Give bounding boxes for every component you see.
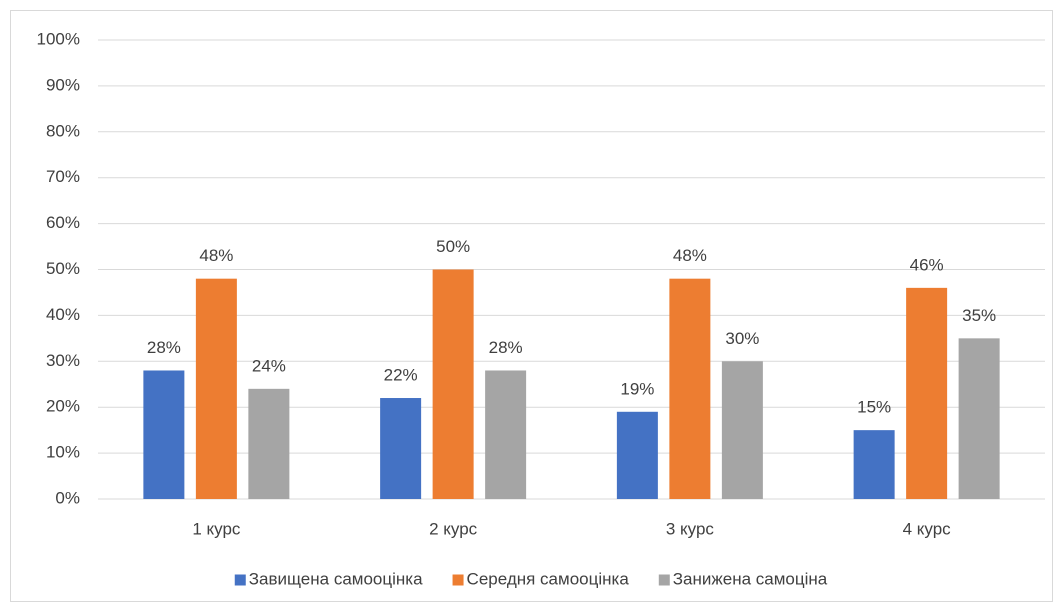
bar xyxy=(721,361,763,499)
value-label: 35% xyxy=(962,306,996,325)
value-label: 15% xyxy=(857,398,891,417)
y-tick-label: 80% xyxy=(46,121,80,140)
y-tick-label: 70% xyxy=(46,167,80,186)
legend-swatch xyxy=(234,574,246,586)
bar xyxy=(143,370,185,499)
value-label: 48% xyxy=(199,246,233,265)
bar xyxy=(669,278,711,499)
x-tick-label: 2 курс xyxy=(429,519,478,538)
y-tick-label: 60% xyxy=(46,213,80,232)
legend-swatch xyxy=(452,574,464,586)
y-tick-label: 90% xyxy=(46,75,80,94)
bar xyxy=(432,269,474,499)
x-tick-label: 1 курс xyxy=(192,519,241,538)
y-tick-label: 10% xyxy=(46,443,80,462)
y-tick-label: 50% xyxy=(46,259,80,278)
chart-border xyxy=(10,10,1053,602)
bar xyxy=(248,388,290,499)
value-label: 48% xyxy=(673,246,707,265)
bar xyxy=(380,398,422,499)
y-tick-label: 100% xyxy=(37,29,80,48)
bar xyxy=(485,370,527,499)
legend-label: Завищена самооцінка xyxy=(249,569,423,588)
bar xyxy=(853,430,895,499)
value-label: 50% xyxy=(436,237,470,256)
y-tick-label: 20% xyxy=(46,397,80,416)
bar xyxy=(616,411,658,499)
value-label: 24% xyxy=(252,356,286,375)
y-tick-label: 0% xyxy=(55,488,80,507)
value-label: 22% xyxy=(384,366,418,385)
y-tick-label: 40% xyxy=(46,305,80,324)
value-label: 19% xyxy=(620,379,654,398)
y-tick-label: 30% xyxy=(46,351,80,370)
bar xyxy=(958,338,1000,499)
x-tick-label: 4 курс xyxy=(903,519,952,538)
x-tick-label: 3 курс xyxy=(666,519,715,538)
bar xyxy=(906,287,948,499)
value-label: 30% xyxy=(725,329,759,348)
legend-label: Середня самооцінка xyxy=(467,569,630,588)
value-label: 28% xyxy=(489,338,523,357)
legend-label: Занижена самоціна xyxy=(673,569,828,588)
legend-swatch xyxy=(658,574,670,586)
value-label: 46% xyxy=(910,255,944,274)
bar xyxy=(195,278,237,499)
value-label: 28% xyxy=(147,338,181,357)
